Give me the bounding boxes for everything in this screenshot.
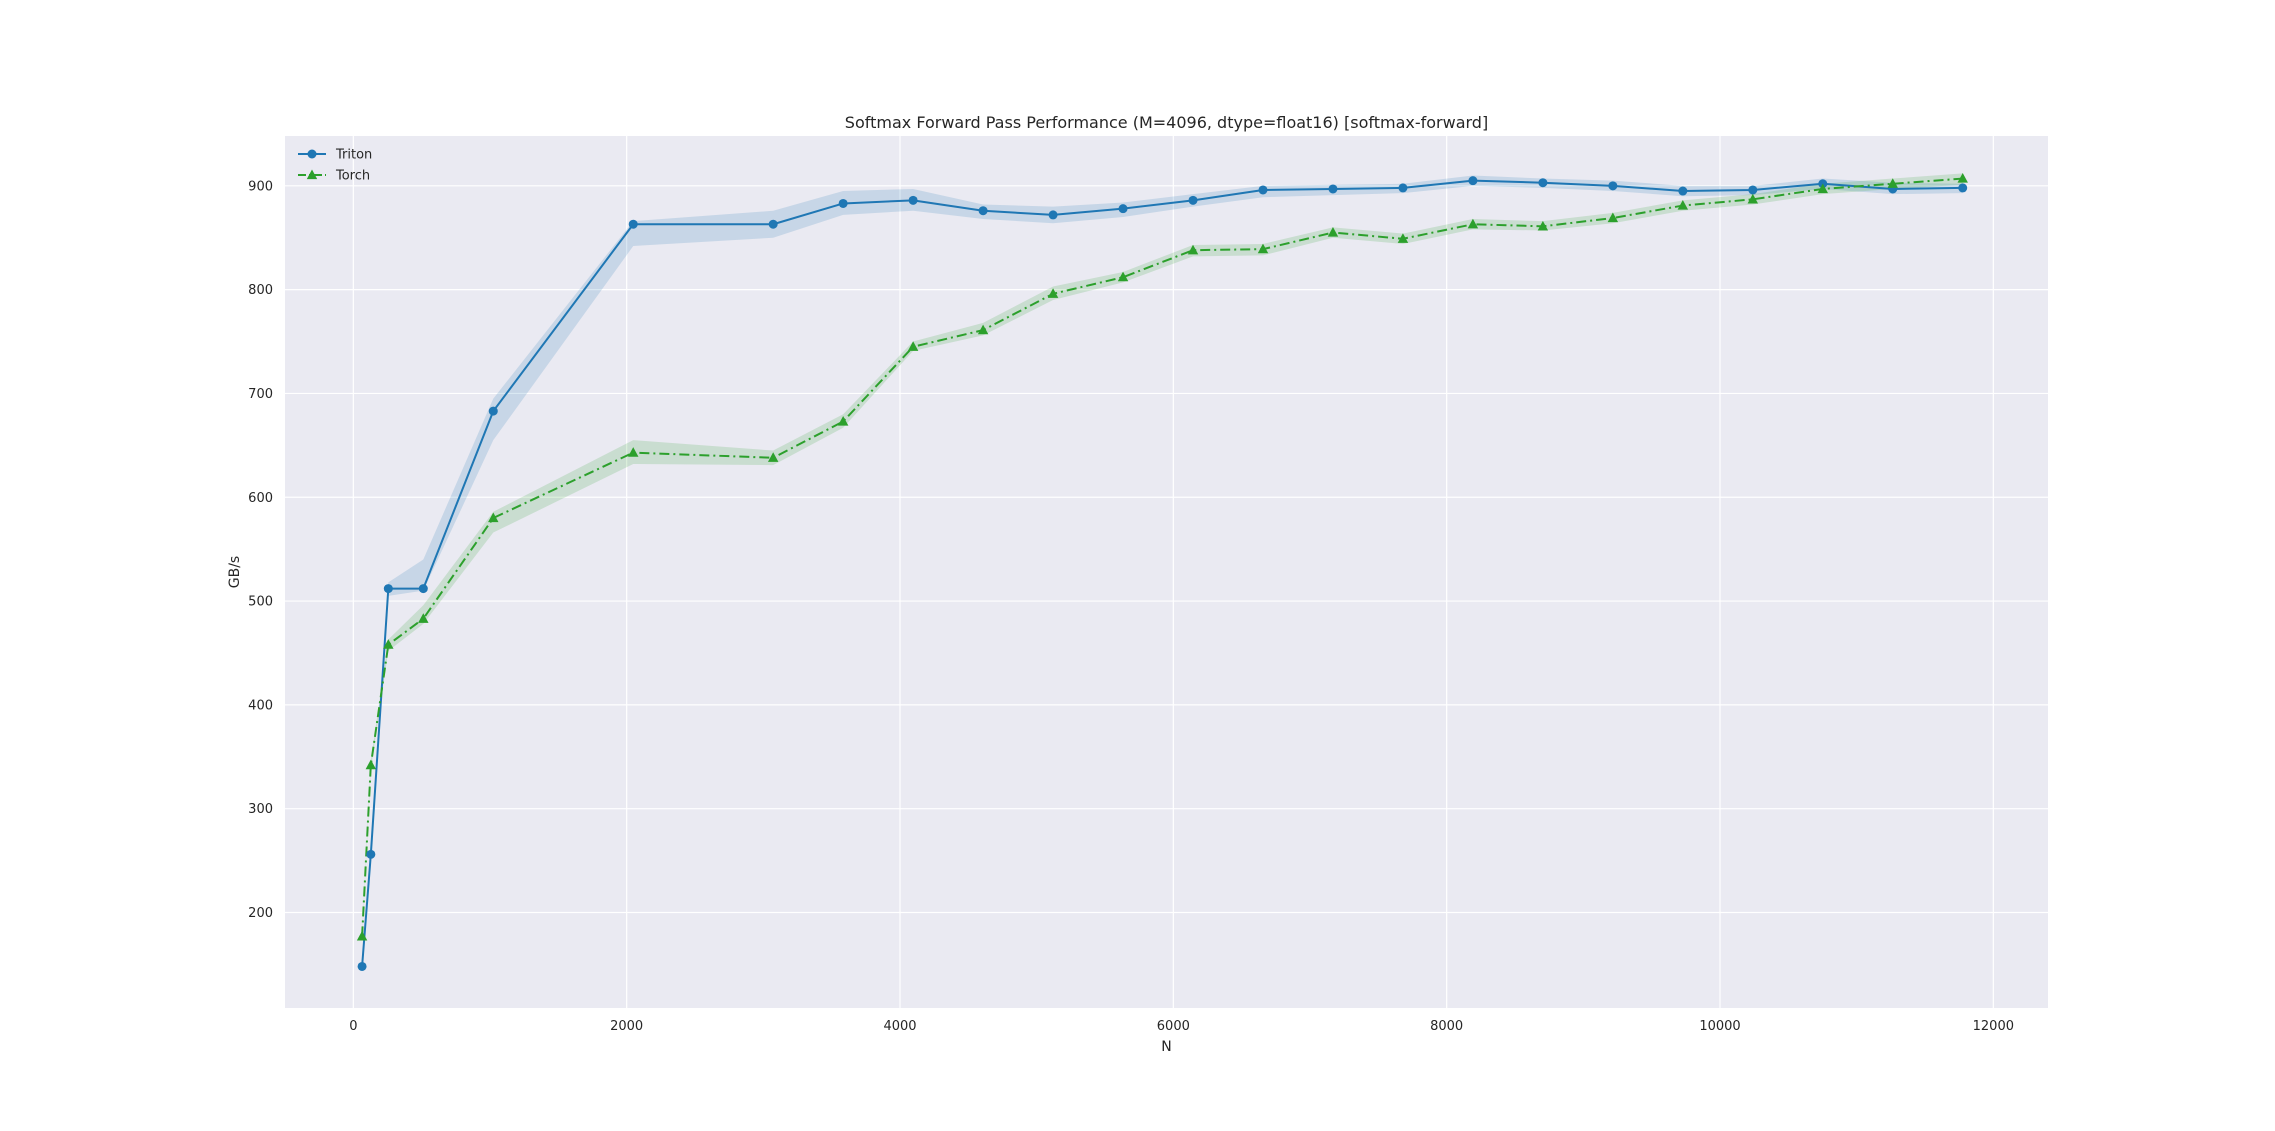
torch-marker [628,447,639,457]
torch-line [361,177,1963,937]
torch-marker [1887,178,1898,188]
triton-marker [1328,184,1338,194]
y-axis-label: GB/s [227,556,243,588]
x-tick-label: 12000 [1973,1019,2014,1034]
x-tick-label: 2000 [610,1019,643,1034]
x-tick-label: 8000 [1430,1019,1463,1034]
torch-marker [837,415,849,426]
torch-marker [977,324,989,335]
legend-item-torch: Torch [298,169,370,184]
torch-marker [306,169,318,180]
y-axis-ticks: 200 300 400 500 600 700 800 900 [248,179,273,921]
legend-item-triton: Triton [298,148,372,163]
y-tick-label: 500 [248,595,273,610]
triton-marker [768,219,778,229]
triton-line [361,179,1963,967]
torch-marker [418,613,429,623]
triton-marker [908,195,918,205]
y-tick-label: 300 [248,802,273,817]
torch-marker [356,930,368,941]
torch-marker [1047,288,1059,298]
x-tick-label: 6000 [1157,1019,1190,1034]
plot-area [285,136,2048,1008]
torch-marker [907,341,919,351]
triton-marker [1538,178,1548,188]
triton-marker [1188,195,1198,205]
triton-marker [1958,183,1968,193]
x-axis-ticks: 0 2000 4000 6000 8000 10000 12000 [349,1019,2014,1034]
triton-marker [383,584,393,594]
triton-marker [1608,181,1618,191]
triton-marker [1118,204,1128,214]
torch-marker [1467,218,1479,229]
triton-marker [1398,183,1408,193]
torch-marker [1607,212,1619,223]
legend: Triton Torch [298,148,372,184]
y-tick-label: 400 [248,698,273,713]
x-tick-label: 0 [349,1019,357,1034]
chart-title: Softmax Forward Pass Performance (M=4096… [845,113,1488,132]
torch-marker [1327,227,1339,237]
legend-label-triton: Triton [335,148,372,163]
torch-marker [1257,243,1269,254]
triton-marker [488,406,498,416]
triton-marker [838,198,848,208]
triton-marker [1468,176,1478,186]
x-tick-label: 4000 [883,1019,916,1034]
legend-label-torch: Torch [335,169,370,184]
x-tick-label: 10000 [1699,1019,1740,1034]
torch-marker [1537,220,1549,231]
series-lines [361,177,1963,967]
y-tick-label: 700 [248,387,273,402]
y-tick-label: 200 [248,906,273,921]
torch-marker [1817,183,1828,194]
x-axis-label: N [1161,1039,1171,1055]
torch-marker [1957,173,1968,183]
triton-marker [366,849,376,859]
torch-marker [1187,244,1199,255]
triton-marker [1748,185,1758,195]
triton-marker [628,219,638,229]
torch-marker [1747,193,1759,204]
triton-marker [357,961,367,971]
triton-marker [307,149,317,159]
y-tick-label: 900 [248,179,273,194]
y-tick-label: 800 [248,283,273,298]
triton-marker [1678,186,1688,196]
triton-marker [418,584,428,594]
triton-marker [1258,185,1268,195]
y-tick-label: 600 [248,491,273,506]
grid [285,136,2048,1008]
torch-marker [488,512,499,523]
torch-marker [767,452,779,462]
triton-marker [1048,210,1058,220]
series-markers [356,173,1968,971]
torch-marker [1397,233,1409,243]
triton-marker [978,206,988,216]
torch-marker [365,759,377,770]
torch-marker [1117,271,1129,282]
torch-marker [383,639,394,649]
torch-marker [1677,200,1689,210]
